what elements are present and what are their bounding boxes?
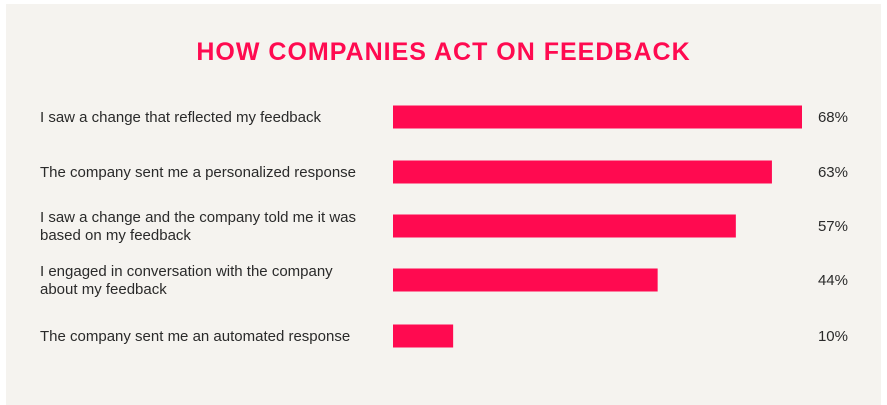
- category-label-5: The company sent me an automated respons…: [40, 328, 350, 345]
- bar-4: [393, 268, 658, 292]
- bar-3: [393, 214, 736, 238]
- bars: [393, 105, 802, 348]
- category-labels: I saw a change that reflected my feedbac…: [40, 109, 356, 345]
- value-label-5: 10%: [818, 328, 848, 345]
- value-label-2: 63%: [818, 164, 848, 181]
- value-labels: 68% 63% 57% 44% 10%: [818, 109, 848, 345]
- bar-5: [393, 324, 454, 348]
- bar-1: [393, 105, 802, 129]
- bar-2: [393, 160, 772, 184]
- category-label-4: I engaged in conversation with the compa…: [40, 263, 333, 298]
- value-label-3: 57%: [818, 218, 848, 235]
- value-label-1: 68%: [818, 109, 848, 126]
- category-label-2: The company sent me a personalized respo…: [40, 164, 356, 181]
- chart-title: HOW COMPANIES ACT ON FEEDBACK: [196, 38, 691, 66]
- category-label-1: I saw a change that reflected my feedbac…: [40, 109, 321, 126]
- value-label-4: 44%: [818, 272, 848, 289]
- category-label-3: I saw a change and the company told me i…: [40, 209, 356, 244]
